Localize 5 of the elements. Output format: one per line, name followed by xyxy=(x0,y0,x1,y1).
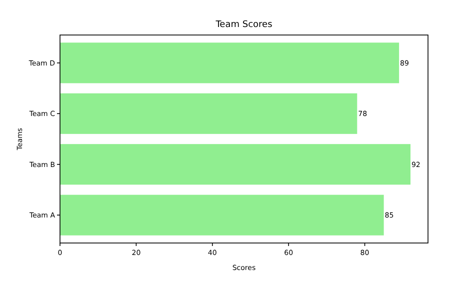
bar xyxy=(60,194,384,236)
chart-title: Team Scores xyxy=(214,20,273,30)
bar xyxy=(60,93,358,134)
bar xyxy=(60,144,410,185)
bar xyxy=(60,42,400,84)
